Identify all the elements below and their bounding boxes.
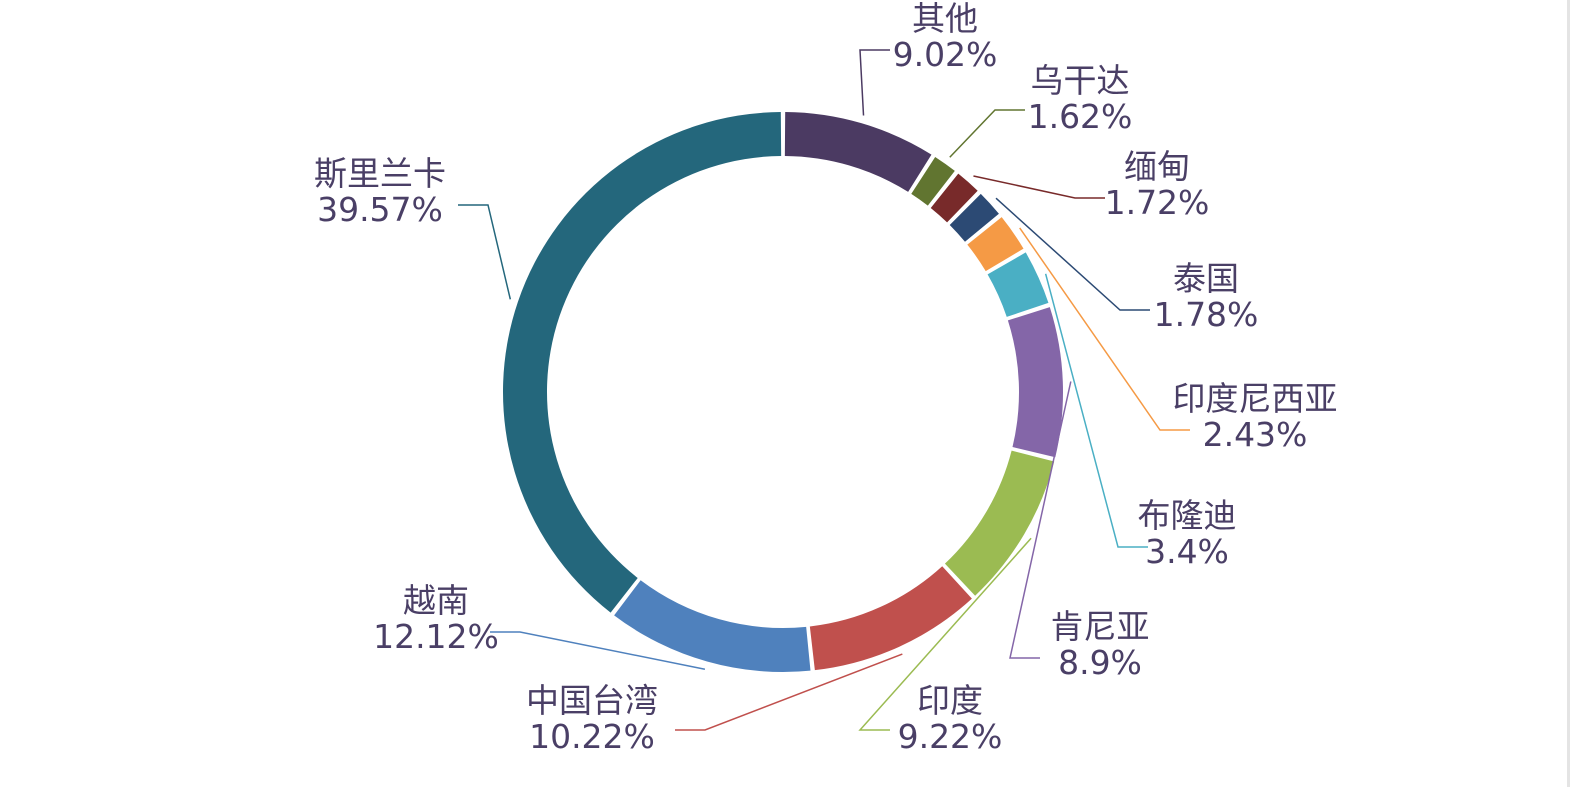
slice-label-4: 印度尼西亚 (1173, 379, 1338, 418)
slice-9 (614, 580, 811, 672)
slice-value-1: 1.62% (1028, 97, 1133, 136)
slice-value-10: 39.57% (317, 190, 443, 229)
leader-line-2 (973, 175, 1105, 199)
slice-4 (967, 217, 1024, 272)
slice-6 (1007, 307, 1063, 458)
slice-10 (503, 112, 782, 613)
slice-value-0: 9.02% (893, 35, 998, 74)
slice-label-6: 肯尼亚 (1051, 607, 1150, 646)
slice-label-9: 越南 (403, 581, 469, 620)
slice-label-7: 印度 (917, 681, 983, 720)
slice-label-3: 泰国 (1173, 259, 1239, 298)
slice-value-9: 12.12% (373, 617, 499, 656)
slice-label-2: 缅甸 (1124, 147, 1190, 186)
slice-value-8: 10.22% (529, 717, 655, 756)
slice-label-0: 其他 (912, 0, 978, 38)
leader-line-9 (490, 631, 706, 670)
leader-line-0 (859, 49, 890, 116)
slice-label-10: 斯里兰卡 (314, 154, 446, 193)
slice-label-8: 中国台湾 (526, 681, 658, 720)
slice-1 (911, 156, 955, 206)
leader-line-7 (858, 537, 1032, 731)
slice-7 (944, 450, 1055, 596)
leader-lines (458, 49, 1190, 731)
slice-value-2: 1.72% (1105, 183, 1210, 222)
leader-line-6 (1009, 381, 1072, 659)
slice-value-6: 8.9% (1058, 643, 1142, 682)
slice-0 (784, 112, 932, 192)
slice-value-5: 3.4% (1145, 532, 1229, 571)
slice-value-4: 2.43% (1203, 415, 1308, 454)
slice-value-3: 1.78% (1154, 295, 1259, 334)
slice-5 (987, 252, 1049, 317)
leader-line-10 (458, 204, 512, 300)
slice-8 (809, 566, 972, 671)
slice-label-5: 布隆迪 (1138, 496, 1237, 535)
slice-3 (949, 193, 999, 242)
leader-line-4 (1019, 227, 1190, 431)
leader-line-1 (949, 109, 1025, 158)
slice-label-1: 乌干达 (1031, 61, 1130, 100)
leader-line-8 (675, 653, 903, 731)
slice-2 (930, 173, 978, 223)
leader-line-3 (995, 197, 1150, 311)
leader-line-5 (1044, 273, 1148, 548)
donut-slices (503, 112, 1063, 672)
right-edge-border (1567, 0, 1570, 787)
slice-value-7: 9.22% (898, 717, 1003, 756)
